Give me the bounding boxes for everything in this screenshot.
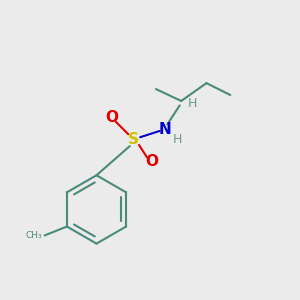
Text: CH₃: CH₃ <box>26 231 42 240</box>
Text: S: S <box>128 132 139 147</box>
Text: H: H <box>173 133 182 146</box>
Text: H: H <box>188 97 197 110</box>
Text: N: N <box>158 122 171 137</box>
Text: O: O <box>145 154 158 169</box>
Text: O: O <box>105 110 118 125</box>
